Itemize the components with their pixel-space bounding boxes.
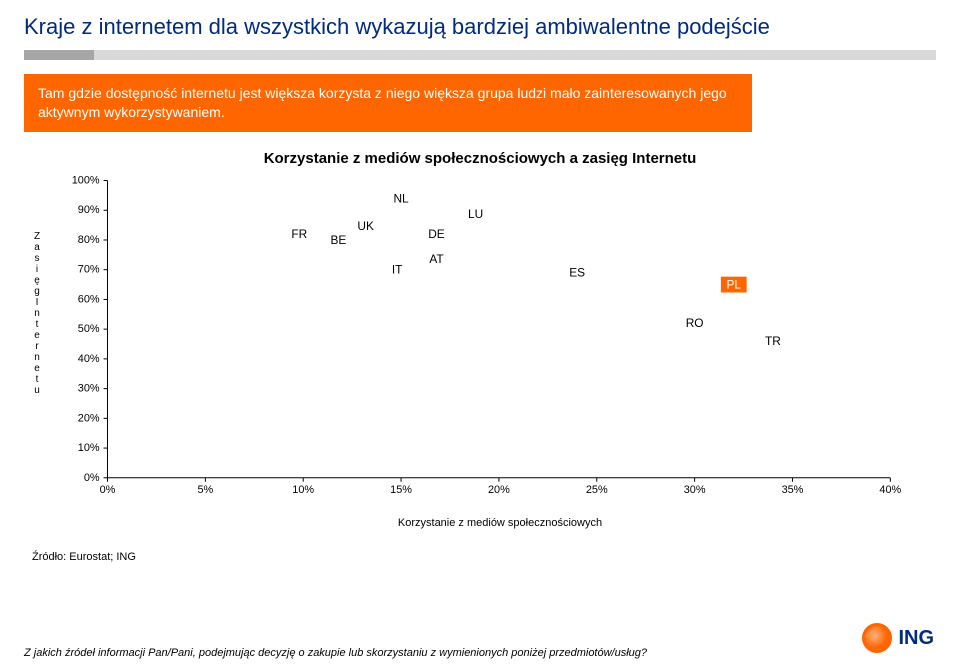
ing-logo-text: ING xyxy=(898,627,934,650)
svg-text:30%: 30% xyxy=(78,382,100,394)
svg-text:UK: UK xyxy=(357,219,374,233)
svg-text:AT: AT xyxy=(429,252,443,266)
source-text: Źródło: Eurostat; ING xyxy=(32,551,936,563)
svg-text:100%: 100% xyxy=(72,174,100,186)
svg-text:LU: LU xyxy=(468,207,483,221)
svg-text:ES: ES xyxy=(569,265,585,279)
svg-text:90%: 90% xyxy=(78,204,100,216)
svg-text:0%: 0% xyxy=(84,472,100,484)
divider-accent xyxy=(24,50,94,60)
svg-text:TR: TR xyxy=(765,334,781,348)
svg-text:10%: 10% xyxy=(78,442,100,454)
svg-text:10%: 10% xyxy=(292,484,314,496)
svg-text:20%: 20% xyxy=(78,412,100,424)
chart-title: Korzystanie z mediów społecznościowych a… xyxy=(24,150,936,167)
svg-text:40%: 40% xyxy=(78,353,100,365)
svg-text:IT: IT xyxy=(392,262,403,276)
chart-container: Zasięg Internetu 0%10%20%30%40%50%60%70%… xyxy=(54,171,926,521)
svg-text:60%: 60% xyxy=(78,293,100,305)
orange-banner: Tam gdzie dostępność internetu jest więk… xyxy=(24,74,752,132)
svg-text:40%: 40% xyxy=(879,484,901,496)
y-axis-label: Zasięg Internetu xyxy=(30,231,44,396)
svg-text:5%: 5% xyxy=(197,484,213,496)
svg-text:PL: PL xyxy=(726,277,741,291)
svg-text:DE: DE xyxy=(428,227,445,241)
divider-rest xyxy=(94,50,936,60)
svg-text:BE: BE xyxy=(330,233,346,247)
scatter-chart: 0% 10% 20% 30% 40% 50% 60% 70% 80% 90% 100% 0% 5% 10%… xyxy=(54,171,926,521)
svg-text:30%: 30% xyxy=(684,484,706,496)
svg-text:25%: 25% xyxy=(586,484,608,496)
svg-text:RO: RO xyxy=(686,316,704,330)
ing-lion-icon xyxy=(862,623,892,653)
svg-text:35%: 35% xyxy=(782,484,804,496)
svg-text:NL: NL xyxy=(393,191,409,205)
slide-page: Kraje z internetem dla wszystkich wykazu… xyxy=(0,0,960,671)
svg-text:80%: 80% xyxy=(78,234,100,246)
page-title: Kraje z internetem dla wszystkich wykazu… xyxy=(24,14,936,40)
svg-text:70%: 70% xyxy=(78,263,100,275)
divider xyxy=(24,50,936,60)
svg-text:0%: 0% xyxy=(100,484,116,496)
svg-text:FR: FR xyxy=(291,227,307,241)
svg-text:50%: 50% xyxy=(78,323,100,335)
ing-logo: ING xyxy=(862,623,934,653)
svg-text:20%: 20% xyxy=(488,484,510,496)
footnote: Z jakich źródeł informacji Pan/Pani, pod… xyxy=(24,647,824,659)
svg-text:15%: 15% xyxy=(390,484,412,496)
